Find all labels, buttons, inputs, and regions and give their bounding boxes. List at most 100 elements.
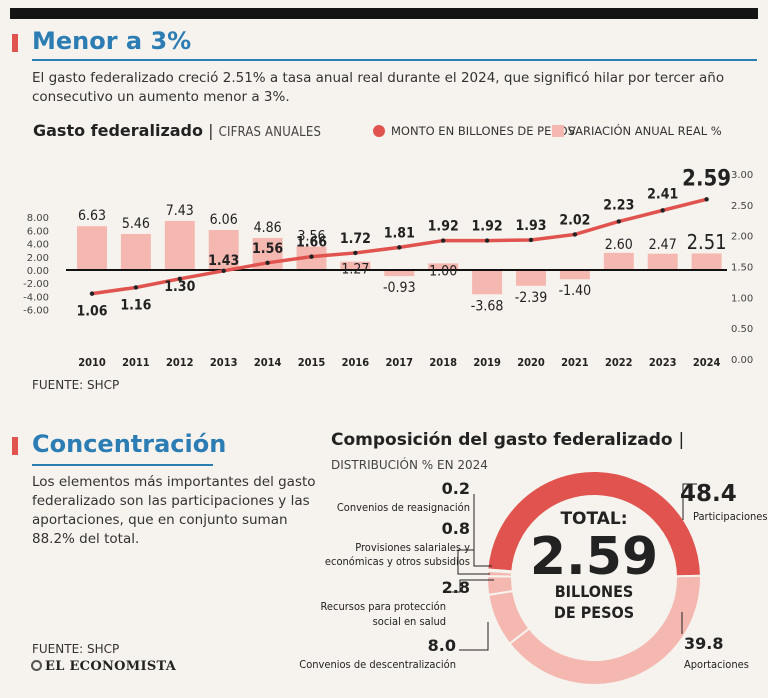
chart-subtitle: CIFRAS ANUALES bbox=[218, 125, 322, 140]
combo-chart: 8.006.004.002.000.00-2.00-4.00-6.003.002… bbox=[23, 166, 753, 369]
x-tick-label: 2013 bbox=[210, 356, 238, 369]
legend-line-label: MONTO EN BILLONES DE PESOS bbox=[391, 124, 576, 138]
x-tick-label: 2014 bbox=[254, 356, 282, 369]
slice-value-participaciones: 48.4 bbox=[680, 481, 737, 507]
left-axis-tick: 0.00 bbox=[27, 266, 49, 277]
x-tick-label: 2018 bbox=[429, 356, 457, 369]
legend-bar: VARIACIÓN ANUAL REAL % bbox=[552, 124, 722, 138]
bar-label: 1.00 bbox=[429, 263, 457, 279]
donut-slice bbox=[487, 589, 531, 646]
x-tick-label: 2019 bbox=[473, 356, 501, 369]
x-tick-label: 2020 bbox=[517, 356, 545, 369]
source-note-2: FUENTE: SHCP bbox=[32, 642, 120, 656]
bar-label: 2.51 bbox=[687, 230, 727, 254]
left-axis-tick: -4.00 bbox=[23, 292, 49, 303]
line-point bbox=[572, 232, 578, 237]
x-tick-label: 2011 bbox=[122, 356, 150, 369]
legend-bar-swatch bbox=[552, 125, 564, 137]
slice-label-participaciones: Participaciones bbox=[693, 510, 768, 523]
left-axis-tick: -6.00 bbox=[23, 306, 49, 317]
line-point bbox=[353, 250, 358, 256]
donut-center-value: 2.59 bbox=[530, 527, 658, 587]
section-underline-2 bbox=[32, 464, 213, 466]
bar bbox=[428, 263, 459, 270]
line-label: 2.59 bbox=[682, 166, 731, 191]
chart-title-main: Gasto federalizado bbox=[33, 121, 203, 140]
bar bbox=[559, 270, 590, 280]
bar bbox=[340, 261, 371, 270]
composition-title-separator: | bbox=[678, 430, 685, 450]
slice-value-reasignacion: 0.2 bbox=[441, 479, 470, 498]
composition-title-text: Composición del gasto federalizado bbox=[331, 430, 673, 450]
left-axis-tick: 8.00 bbox=[27, 213, 49, 224]
line-point bbox=[89, 291, 95, 296]
slice-value-aportaciones: 39.8 bbox=[684, 634, 724, 653]
section-title-concentracion: Concentración bbox=[32, 430, 227, 458]
right-axis-tick: 0.00 bbox=[731, 355, 753, 366]
bar bbox=[208, 230, 239, 270]
bar-label: 2.47 bbox=[649, 237, 677, 253]
logo-text: EL ECONOMISTA bbox=[45, 659, 177, 674]
right-axis-tick: 1.00 bbox=[731, 293, 753, 304]
donut-slice bbox=[485, 569, 514, 578]
line-label: 2.02 bbox=[559, 212, 590, 228]
slice-label-salud-1: Recursos para protección bbox=[320, 600, 446, 613]
line-point bbox=[265, 260, 270, 265]
section-underline bbox=[32, 59, 757, 61]
bar bbox=[77, 226, 107, 270]
bar-label: 6.63 bbox=[78, 208, 106, 224]
line-point bbox=[133, 285, 139, 290]
x-tick-label: 2017 bbox=[386, 356, 414, 369]
right-axis-tick: 2.00 bbox=[731, 232, 753, 243]
legend-line-swatch bbox=[373, 125, 385, 137]
line-label: 1.30 bbox=[164, 279, 195, 295]
slice-label-provisiones-1: Provisiones salariales y bbox=[355, 541, 470, 554]
line-label: 1.72 bbox=[340, 231, 371, 247]
right-axis-tick: 1.50 bbox=[731, 263, 753, 274]
bar-label: 3.56 bbox=[297, 229, 325, 245]
line-point bbox=[660, 208, 665, 213]
line-label: 2.41 bbox=[647, 186, 678, 202]
line-label: 2.23 bbox=[603, 197, 634, 213]
legend-bar-label: VARIACIÓN ANUAL REAL % bbox=[568, 124, 722, 138]
slice-value-descentralizacion: 8.0 bbox=[427, 636, 456, 655]
left-axis-tick: -2.00 bbox=[23, 279, 49, 290]
donut-slice bbox=[486, 568, 514, 574]
x-tick-label: 2021 bbox=[561, 356, 589, 369]
bar bbox=[691, 253, 722, 270]
donut-center-total: TOTAL: bbox=[560, 509, 627, 529]
x-tick-label: 2023 bbox=[649, 356, 677, 369]
composition-title: Composición del gasto federalizado | bbox=[331, 430, 684, 450]
bar bbox=[120, 233, 151, 270]
bar-label: -2.39 bbox=[515, 290, 548, 306]
section-title-menor: Menor a 3% bbox=[32, 27, 192, 55]
line-point bbox=[616, 219, 621, 224]
bar bbox=[384, 270, 415, 277]
x-tick-label: 2015 bbox=[298, 356, 326, 369]
bar bbox=[603, 252, 634, 270]
line-label: 1.06 bbox=[76, 304, 107, 320]
bar-label: 4.86 bbox=[254, 220, 282, 236]
line-point bbox=[441, 238, 446, 243]
line-label: 1.56 bbox=[252, 241, 283, 257]
line-point bbox=[397, 245, 402, 250]
line-point bbox=[177, 276, 182, 282]
x-tick-label: 2022 bbox=[605, 356, 633, 369]
donut-center-unit-1: BILLONES bbox=[555, 582, 634, 601]
line-label: 1.92 bbox=[472, 219, 503, 235]
slice-label-salud-2: social en salud bbox=[372, 615, 446, 628]
x-tick-label: 2016 bbox=[342, 356, 370, 369]
slice-label-aportaciones: Aportaciones bbox=[684, 658, 749, 671]
slice-value-salud: 2.8 bbox=[441, 578, 470, 597]
line-label: 1.16 bbox=[120, 297, 151, 313]
line-point bbox=[528, 237, 534, 243]
logo-icon bbox=[31, 660, 42, 671]
bar-label: -0.93 bbox=[383, 280, 416, 296]
x-tick-label: 2010 bbox=[78, 356, 106, 369]
section-marker-2 bbox=[12, 437, 18, 455]
left-axis-tick: 6.00 bbox=[27, 226, 49, 237]
right-axis-tick: 3.00 bbox=[731, 170, 753, 181]
slice-label-descentralizacion: Convenios de descentralización bbox=[299, 658, 456, 671]
right-axis-tick: 0.50 bbox=[731, 324, 753, 335]
leader-descentralizacion bbox=[459, 622, 489, 651]
